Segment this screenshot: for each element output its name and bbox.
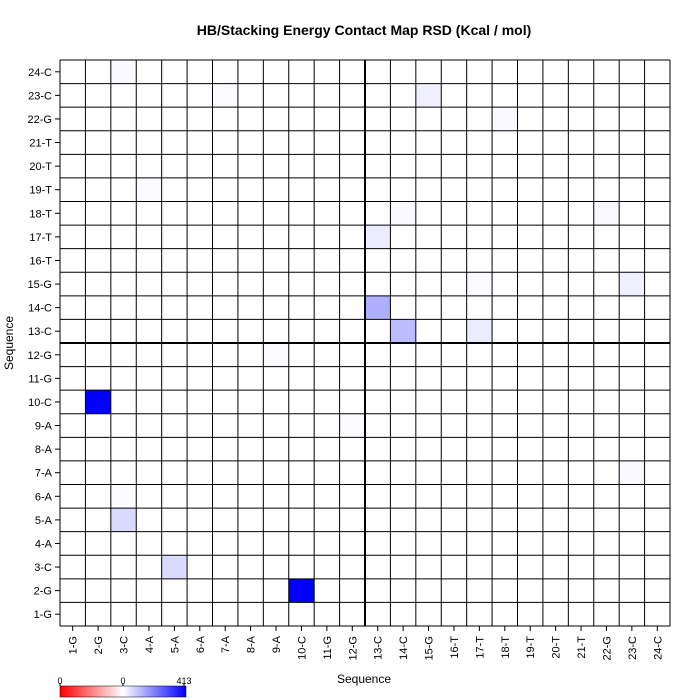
y-tick-label: 1-G [34,609,52,621]
y-tick-label: 15-G [28,279,52,291]
heatmap-cell [619,460,645,485]
tick-layer: 1-G 2-G 3-C 4-A 5-A 6-A 7-A 8-A 9-A 10-C 11-G 12-G 1… [28,67,665,661]
x-tick-label: 2-G [93,636,105,654]
y-tick-label: 13-C [28,326,52,338]
x-tick-label: 10-C [296,636,308,660]
y-tick-label: 4-A [35,538,53,550]
colorbar-tick-label: 0 [120,676,125,686]
x-tick-label: 4-A [144,635,156,653]
heatmap-cell [390,201,416,226]
y-tick-label: 21-T [29,138,52,150]
y-tick-label: 6-A [35,491,53,503]
chart-title: HB/Stacking Energy Contact Map RSD (Kcal… [197,22,532,38]
x-tick-label: 15-G [424,636,436,660]
heatmap-cell [212,83,238,108]
y-tick-label: 10-C [28,397,52,409]
y-tick-label: 18-T [29,208,52,220]
x-tick-label: 9-A [271,635,283,653]
x-tick-label: 16-T [449,636,461,659]
heatmap-cell [619,272,645,296]
heatmap-cell [390,319,416,343]
colorbar-gradient [59,685,187,698]
x-tick-label: 6-A [195,635,207,653]
x-tick-label: 22-G [601,636,613,660]
y-axis-label: Sequence [2,316,16,370]
x-tick-label: 18-T [500,636,512,659]
x-axis-label: Sequence [337,672,391,686]
x-tick-label: 8-A [246,635,258,653]
x-tick-label: 5-A [169,635,181,653]
y-tick-label: 7-A [35,468,53,480]
x-tick-label: 23-C [627,636,639,660]
x-tick-label: 17-T [474,636,486,659]
y-tick-label: 16-T [29,255,52,267]
x-tick-label: 19-T [525,636,537,659]
x-tick-label: 24-C [652,636,664,660]
x-tick-label: 13-C [373,636,385,660]
x-tick-label: 21-T [576,636,588,659]
y-tick-label: 2-G [34,586,52,598]
heatmap-cell [288,578,315,603]
y-tick-label: 19-T [29,185,52,197]
x-tick-label: 20-T [551,636,563,659]
y-tick-label: 12-G [28,350,52,362]
y-tick-label: 11-G [28,373,52,385]
heatmap-cell [593,201,620,226]
cells-layer [85,60,645,603]
y-tick-label: 22-G [28,114,52,126]
x-tick-label: 14-C [398,636,410,660]
y-tick-label: 3-C [34,562,52,574]
heatmap-cell [466,319,493,343]
x-tick-label: 1-G [68,636,80,654]
colorbar: 0 0 413 [57,676,192,698]
heatmap-cell [136,177,162,202]
heatmap-cell [110,508,137,532]
y-tick-label: 20-T [29,161,52,173]
grid-layer [59,59,671,627]
heatmap-cell [263,343,289,367]
x-tick-label: 11-G [322,636,334,660]
colorbar-tick-label: 413 [176,676,191,686]
heatmap-cell [339,413,365,438]
x-tick-label: 3-C [119,636,131,654]
heatmap-cell [415,83,442,108]
y-tick-label: 5-A [35,515,53,527]
y-tick-label: 23-C [28,90,52,102]
heatmap-cell [365,225,391,249]
x-tick-label: 12-G [347,636,359,660]
heatmap-cell [161,555,188,579]
heatmap-cell [85,390,111,414]
y-tick-label: 17-T [29,232,52,244]
y-tick-label: 24-C [28,67,52,79]
x-tick-label: 7-A [220,635,232,653]
heatmap-cell [492,107,518,131]
colorbar-tick-label: 0 [57,676,62,686]
heatmap-cell [466,272,493,296]
heatmap-cell [365,295,391,320]
y-tick-label: 9-A [35,421,53,433]
heatmap-cell [110,484,137,509]
y-tick-label: 14-C [28,303,52,315]
heatmap-cell [110,60,137,84]
y-tick-label: 8-A [35,444,53,456]
